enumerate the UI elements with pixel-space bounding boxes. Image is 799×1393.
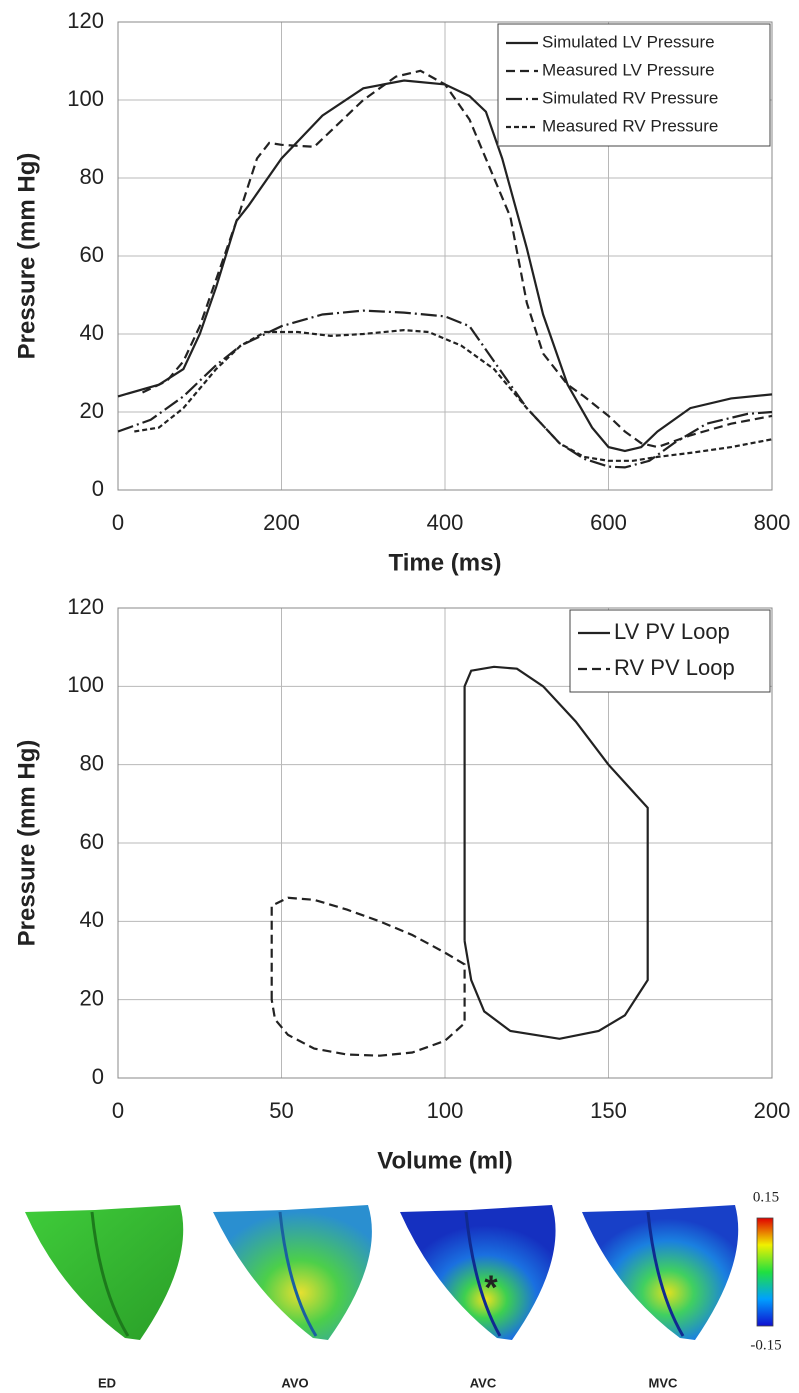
- legend-label: RV PV Loop: [614, 655, 735, 680]
- series-line: [463, 665, 649, 1040]
- series-line: [117, 309, 773, 469]
- x-tick-label: 100: [427, 1098, 464, 1123]
- heart-avo: [213, 1205, 372, 1340]
- legend-box: [569, 609, 771, 693]
- y-tick-label: 120: [67, 594, 104, 619]
- series-line: [270, 896, 466, 1057]
- y-tick-label: 0: [92, 476, 104, 501]
- annotation: *: [484, 1269, 498, 1307]
- y-tick-label: 80: [80, 164, 104, 189]
- x-tick-label: 400: [427, 510, 464, 535]
- x-tick-label: 200: [263, 510, 300, 535]
- legend-box: [497, 23, 771, 147]
- panel-label: AVC: [470, 1375, 497, 1390]
- y-tick-label: 100: [67, 86, 104, 111]
- x-tick-label: 800: [754, 510, 791, 535]
- legend-label: Simulated LV Pressure: [542, 32, 715, 51]
- colorbar-min: -0.15: [750, 1337, 781, 1353]
- plot-frame: [117, 21, 773, 491]
- series-line: [142, 69, 773, 449]
- y-tick-label: 20: [80, 398, 104, 423]
- y-tick-label: 120: [67, 8, 104, 33]
- x-axis-title: Time (ms): [389, 549, 502, 576]
- panel-label: ED: [98, 1375, 116, 1390]
- heart-mvc: [582, 1205, 739, 1340]
- legend-label: LV PV Loop: [614, 619, 730, 644]
- plot-frame: [117, 607, 773, 1079]
- y-tick-label: 20: [80, 985, 104, 1010]
- y-tick-label: 0: [92, 1064, 104, 1089]
- legend-label: Measured RV Pressure: [542, 116, 718, 135]
- heart-avc: [400, 1205, 556, 1340]
- y-tick-label: 60: [80, 829, 104, 854]
- y-tick-label: 80: [80, 750, 104, 775]
- x-tick-label: 0: [112, 510, 124, 535]
- x-tick-label: 50: [269, 1098, 293, 1123]
- y-tick-label: 60: [80, 242, 104, 267]
- panel-label: MVC: [649, 1375, 679, 1390]
- x-tick-label: 200: [754, 1098, 791, 1123]
- panel-label: AVO: [281, 1375, 308, 1390]
- y-axis-title: Pressure (mm Hg): [13, 153, 40, 360]
- legend-label: Measured LV Pressure: [542, 60, 715, 79]
- x-axis-title: Volume (ml): [377, 1147, 513, 1174]
- y-tick-label: 40: [80, 320, 104, 345]
- y-tick-label: 100: [67, 672, 104, 697]
- y-tick-label: 40: [80, 907, 104, 932]
- series-line: [117, 79, 773, 453]
- heart-ed: [25, 1205, 184, 1340]
- y-axis-title: Pressure (mm Hg): [13, 740, 40, 947]
- series-line: [134, 328, 773, 462]
- colorbar: [756, 1217, 774, 1327]
- colorbar-max: 0.15: [753, 1189, 779, 1205]
- x-tick-label: 600: [590, 510, 627, 535]
- x-tick-label: 150: [590, 1098, 627, 1123]
- x-tick-label: 0: [112, 1098, 124, 1123]
- legend-label: Simulated RV Pressure: [542, 88, 718, 107]
